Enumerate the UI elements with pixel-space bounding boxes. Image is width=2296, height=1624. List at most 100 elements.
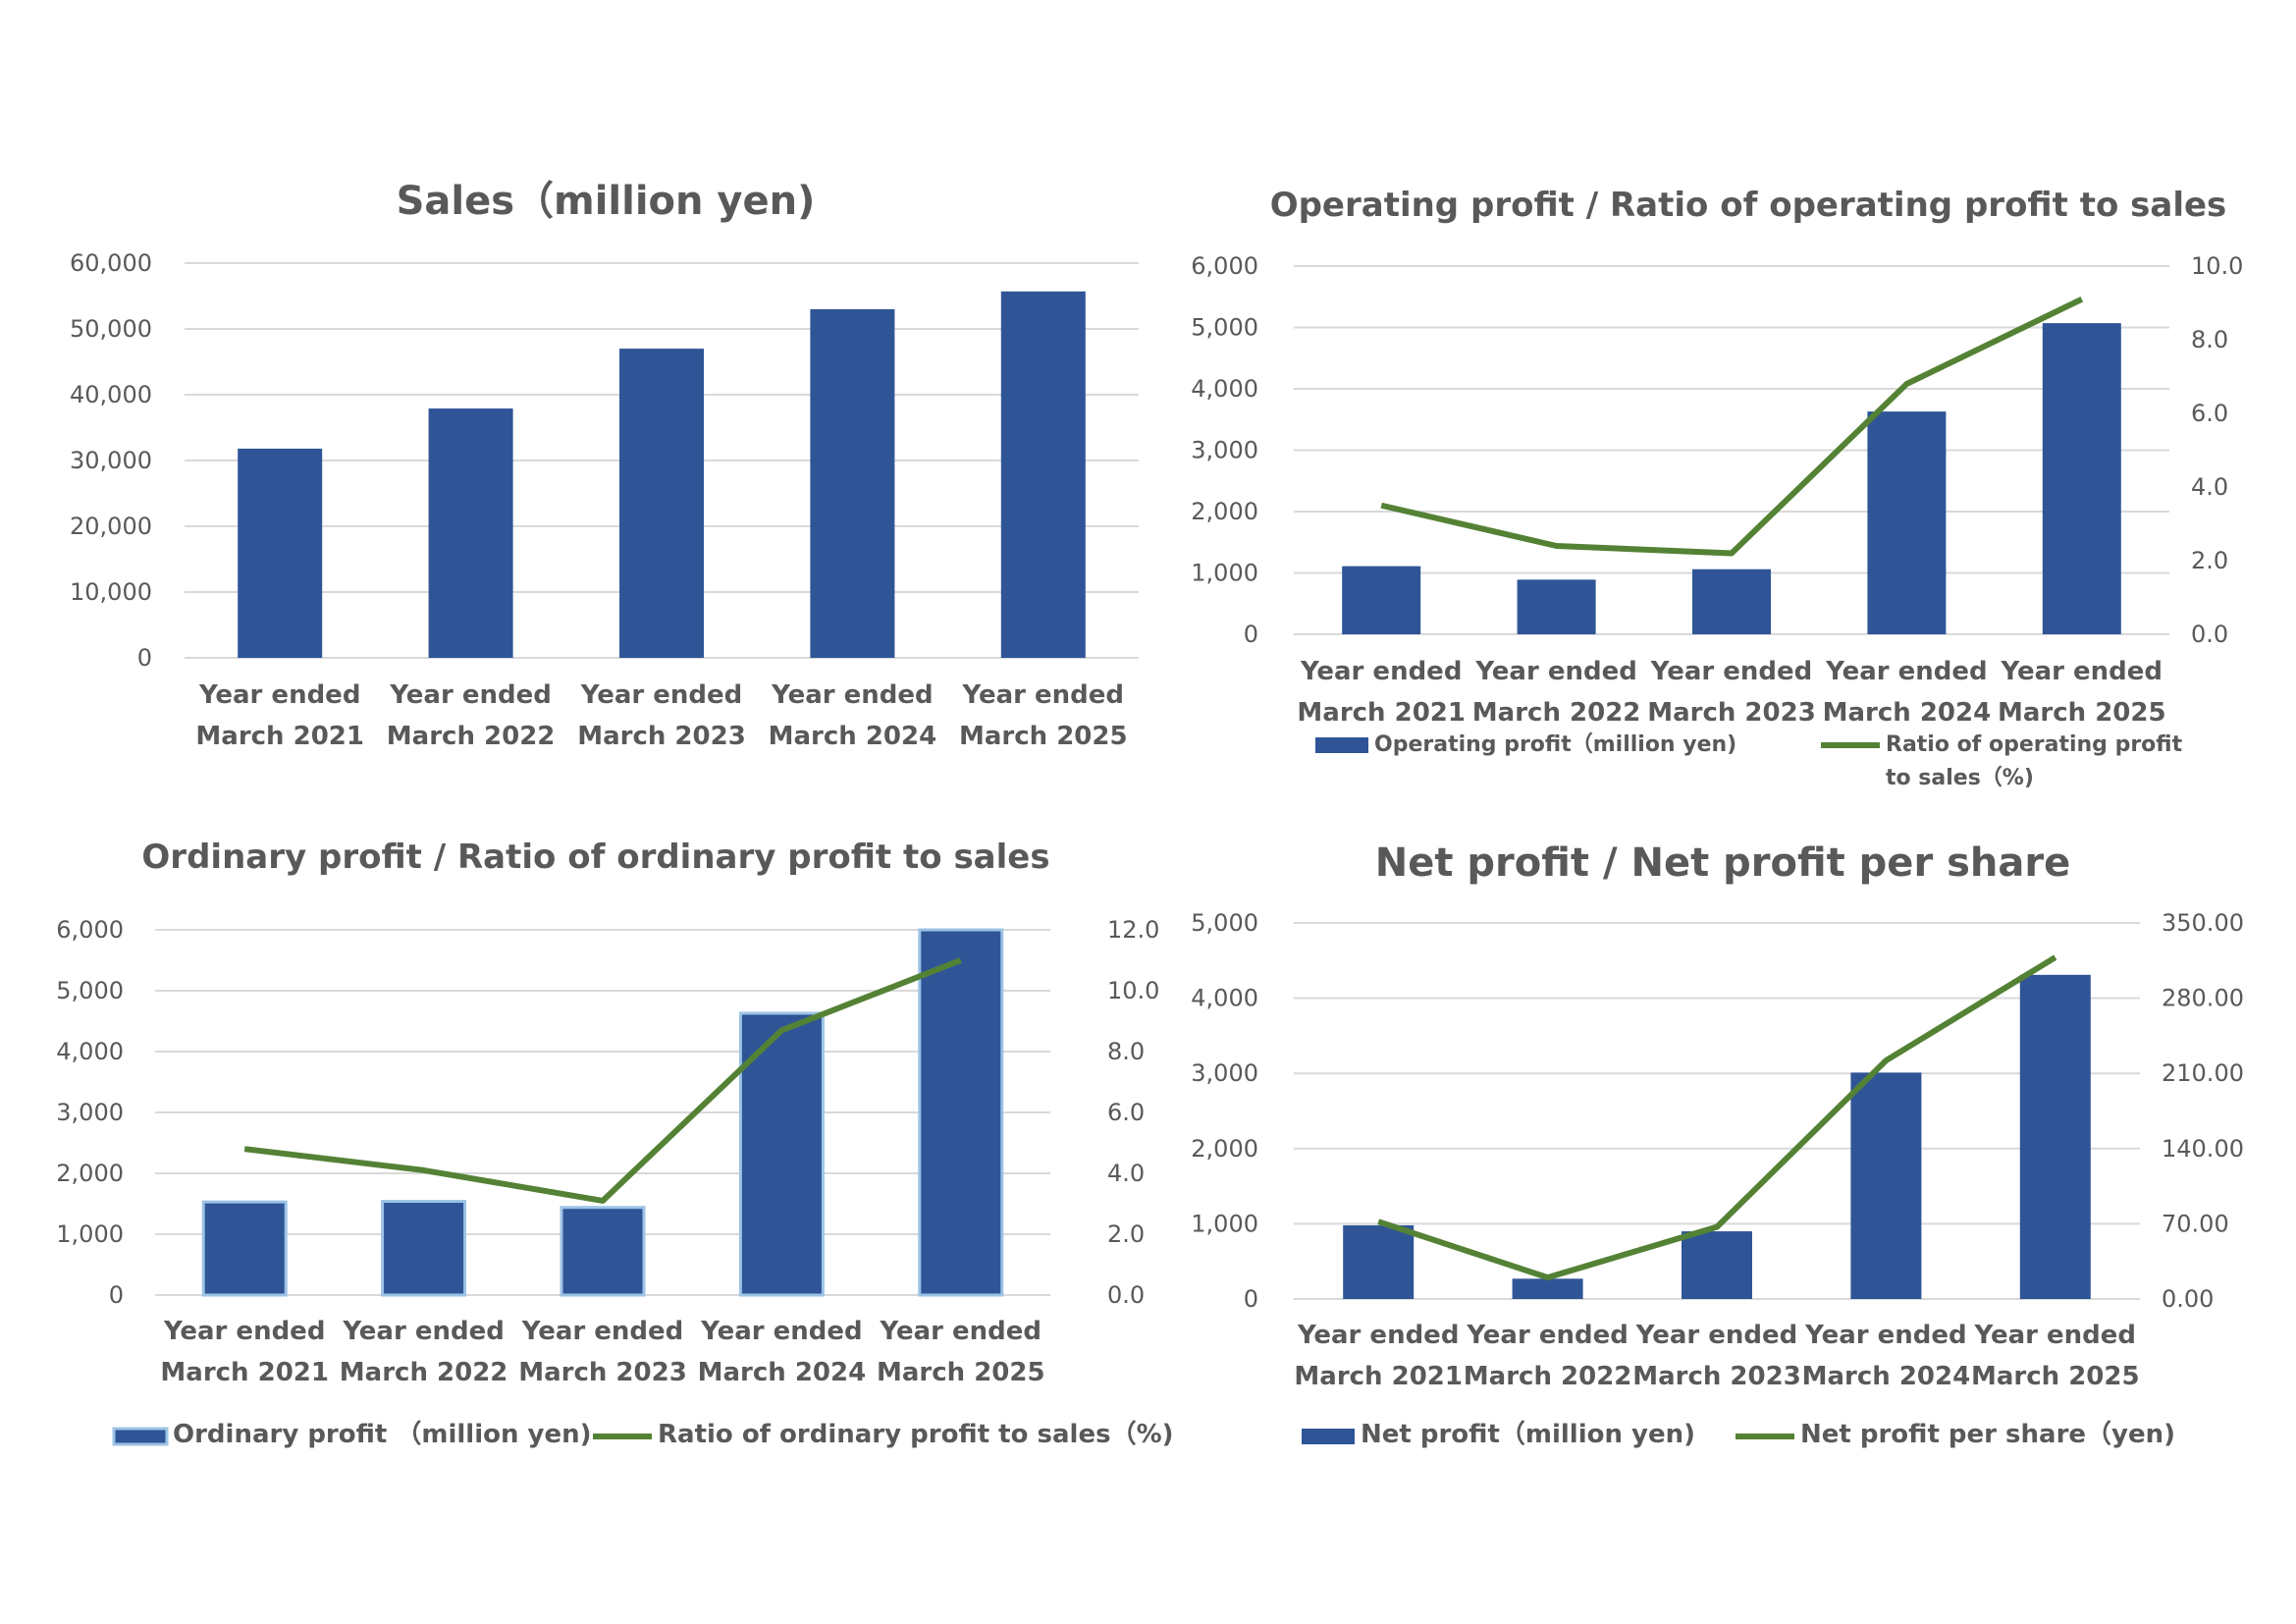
y2-tick-label: 350.00: [2162, 909, 2244, 937]
x-tick-label: Year ended: [771, 680, 934, 710]
y-tick-label: 10,000: [70, 578, 152, 606]
x-tick-label: March 2025: [1971, 1362, 2140, 1391]
x-tick-label: Year ended: [962, 680, 1125, 710]
chart-title: Operating profit / Ratio of operating pr…: [1270, 186, 2227, 225]
y-tick-label: 4,000: [1191, 985, 1258, 1012]
y2-tick-label: 0.00: [2162, 1285, 2214, 1313]
y-tick-label: 1,000: [1191, 560, 1258, 587]
x-tick-label: Year ended: [1825, 657, 1988, 686]
bar: [2042, 323, 2121, 634]
x-tick-label: March 2023: [1632, 1362, 1801, 1391]
x-tick-label: Year ended: [1474, 657, 1637, 686]
y-tick-label: 50,000: [70, 315, 152, 343]
y2-tick-label: 8.0: [1107, 1038, 1145, 1065]
y-tick-label: 5,000: [56, 977, 124, 1004]
x-tick-label: Year ended: [342, 1317, 505, 1346]
y-tick-label: 2,000: [1191, 498, 1258, 525]
x-tick-label: Year ended: [389, 680, 552, 710]
y2-tick-label: 2.0: [2191, 547, 2228, 574]
y-tick-label: 6,000: [1191, 252, 1258, 280]
legend-bar-swatch: [1302, 1429, 1355, 1444]
chart-title: Ordinary profit / Ratio of ordinary prof…: [141, 838, 1049, 877]
y-tick-label: 0: [1244, 621, 1258, 648]
x-tick-label: March 2025: [1998, 698, 2166, 728]
net-chart: Net profit / Net profit per share 0 1,000 2…: [1191, 840, 2244, 1449]
y-tick-label: 1,000: [56, 1220, 124, 1248]
x-tick-label: Year ended: [580, 680, 743, 710]
y2-tick-label: 4.0: [2191, 473, 2228, 501]
x-tick-label: Year ended: [1466, 1321, 1629, 1350]
y-tick-label: 3,000: [1191, 437, 1258, 464]
y-tick-label: 30,000: [70, 447, 152, 474]
bar: [1692, 568, 1771, 634]
x-tick-label: March 2024: [698, 1358, 867, 1387]
legend: Ordinary profit （million yen) Ratio of or…: [112, 1420, 1174, 1449]
legend-label: Ratio of ordinary profit to sales（%): [658, 1420, 1174, 1449]
series-line: [1377, 954, 2057, 1281]
y-tick-label: 0: [137, 644, 152, 672]
x-tick-label: Year ended: [1635, 1321, 1798, 1350]
legend-label: Operating profit（million yen): [1374, 732, 1736, 757]
bar: [810, 308, 895, 658]
bar: [560, 1206, 646, 1297]
x-tick-label: March 2024: [1802, 1362, 1971, 1391]
y2-tick-label: 2.0: [1107, 1220, 1145, 1248]
bar: [238, 448, 323, 658]
y-tick-label: 0: [1244, 1285, 1258, 1313]
x-tick-label: March 2021: [1297, 698, 1466, 728]
y2-tick-label: 0.0: [2191, 621, 2228, 648]
bar: [918, 928, 1004, 1297]
bar: [1000, 291, 1086, 658]
y-tick-label: 40,000: [70, 381, 152, 408]
y2-tick-label: 6.0: [2191, 400, 2228, 427]
y2-tick-label: 0.0: [1107, 1281, 1145, 1309]
y-tick-label: 2,000: [56, 1160, 124, 1187]
bar: [1342, 566, 1421, 634]
bar: [1517, 579, 1596, 634]
operating-chart: Operating profit / Ratio of operating pr…: [1191, 186, 2243, 790]
legend-label: Ratio of operating profit to sales（%): [1886, 732, 2183, 790]
x-tick-label: Year ended: [163, 1317, 326, 1346]
x-tick-label: Year ended: [1650, 657, 1813, 686]
y-tick-label: 4,000: [1191, 375, 1258, 403]
y-tick-label: 2,000: [1191, 1135, 1258, 1163]
y2-tick-label: 10.0: [1107, 977, 1159, 1004]
x-tick-label: March 2023: [1647, 698, 1816, 728]
y-tick-label: 3,000: [56, 1099, 124, 1126]
x-tick-label: March 2021: [160, 1358, 329, 1387]
legend-label: Net profit（million yen): [1361, 1420, 1695, 1449]
x-tick-label: March 2022: [1472, 698, 1641, 728]
series-line: [1380, 297, 2084, 557]
bar: [428, 408, 513, 658]
bar: [1682, 1231, 1752, 1299]
legend-label: Ordinary profit （million yen): [173, 1420, 592, 1449]
x-tick-label: Year ended: [1804, 1321, 1967, 1350]
bar: [1512, 1278, 1583, 1299]
bar: [1850, 1072, 1922, 1299]
y2-tick-label: 12.0: [1107, 916, 1159, 944]
y-tick-label: 60,000: [70, 249, 152, 277]
x-tick-label: March 2024: [769, 722, 937, 751]
y2-tick-label: 6.0: [1107, 1099, 1145, 1126]
bar: [738, 1011, 825, 1297]
x-tick-label: March 2024: [1823, 698, 1992, 728]
y-tick-label: 4,000: [56, 1038, 124, 1065]
chart-title: Sales（million yen): [397, 179, 816, 224]
x-tick-label: Year ended: [880, 1317, 1042, 1346]
y-tick-label: 0: [109, 1281, 124, 1309]
x-tick-label: March 2022: [387, 722, 556, 751]
y-tick-label: 1,000: [1191, 1210, 1258, 1237]
y-tick-label: 6,000: [56, 916, 124, 944]
y2-tick-label: 8.0: [2191, 326, 2228, 353]
y2-tick-label: 70.00: [2162, 1210, 2229, 1237]
x-tick-label: Year ended: [521, 1317, 684, 1346]
y-tick-label: 3,000: [1191, 1059, 1258, 1087]
y2-tick-label: 210.00: [2162, 1059, 2244, 1087]
legend-bar-swatch: [112, 1427, 169, 1446]
x-tick-label: March 2021: [1294, 1362, 1463, 1391]
x-tick-label: March 2023: [577, 722, 746, 751]
legend: Operating profit（million yen) Ratio of op…: [1315, 732, 2183, 790]
x-tick-label: Year ended: [2001, 657, 2163, 686]
x-tick-label: March 2022: [1464, 1362, 1632, 1391]
y2-tick-label: 10.0: [2191, 252, 2243, 280]
